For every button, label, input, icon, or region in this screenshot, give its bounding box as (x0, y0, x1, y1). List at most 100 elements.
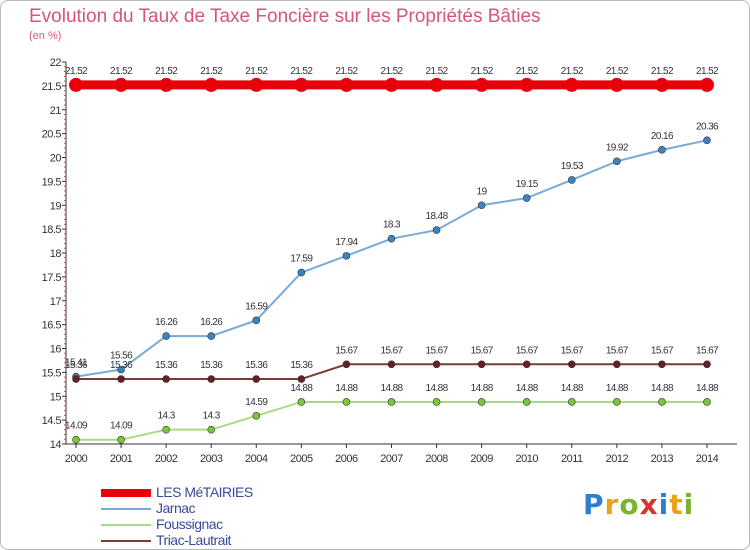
data-point (477, 201, 486, 210)
data-point (339, 77, 354, 92)
data-label: 14.88 (426, 383, 449, 394)
data-point (432, 360, 441, 369)
data-point (249, 77, 264, 92)
data-label: 19 (477, 186, 488, 197)
data-label: 14.88 (471, 383, 494, 394)
data-label: 15.36 (155, 360, 178, 371)
data-point (72, 375, 80, 383)
data-label: 21.52 (290, 66, 313, 77)
data-point (297, 375, 306, 383)
y-tick-label: 15 (50, 391, 62, 403)
data-point (658, 360, 666, 369)
legend-swatch-jarnac (101, 508, 151, 510)
legend-item-foussignac: Foussignac (101, 516, 301, 533)
data-label: 15.67 (696, 345, 719, 356)
data-point (432, 398, 441, 406)
data-label: 21.52 (65, 66, 88, 77)
data-point (207, 375, 216, 383)
y-tick-label: 18.5 (42, 224, 62, 236)
data-point (162, 375, 170, 383)
data-label: 21.52 (471, 66, 494, 77)
data-label: 19.15 (516, 179, 539, 190)
data-label: 14.09 (65, 421, 88, 432)
x-tick-label: 2001 (110, 453, 133, 465)
data-label: 15.36 (245, 360, 268, 371)
data-label: 21.52 (516, 66, 539, 77)
legend: LES MéTAIRIES Jarnac Foussignac Triac-La… (101, 484, 301, 549)
logo-letter: r (604, 488, 620, 521)
x-tick-label: 2004 (245, 453, 268, 465)
x-tick-label: 2006 (335, 453, 358, 465)
data-label: 15.67 (426, 345, 449, 356)
data-point (658, 398, 666, 406)
logo-letter: x (639, 488, 659, 521)
data-label: 17.59 (290, 254, 313, 265)
data-point (162, 332, 170, 340)
legend-label: Triac-Lautrait (156, 532, 231, 548)
data-label: 19.53 (561, 161, 584, 172)
legend-item-les-metairies: LES MéTAIRIES (101, 484, 301, 501)
legend-swatch-les-metairies (101, 489, 151, 497)
data-label: 15.36 (110, 360, 133, 371)
x-tick-label: 2002 (155, 453, 178, 465)
data-point (700, 77, 714, 92)
data-label: 14.88 (561, 383, 584, 394)
data-label: 20.36 (696, 121, 719, 132)
data-point (387, 398, 396, 406)
data-label: 15.36 (200, 360, 223, 371)
y-tick-label: 15.5 (42, 367, 62, 379)
data-point (522, 360, 531, 369)
data-point (297, 398, 306, 406)
data-point (117, 365, 125, 374)
legend-label: Foussignac (156, 516, 223, 532)
data-point (477, 360, 486, 369)
y-tick-label: 16 (50, 344, 62, 356)
data-label: 17.94 (335, 237, 358, 248)
data-point (567, 176, 576, 184)
data-label: 16.26 (155, 317, 178, 328)
x-tick-label: 2005 (290, 453, 313, 465)
y-tick-label: 14.5 (42, 415, 62, 427)
legend-swatch-triac-lautrait (101, 540, 151, 542)
data-label: 21.52 (606, 66, 629, 77)
data-point (613, 360, 621, 369)
legend-item-jarnac: Jarnac (101, 500, 301, 517)
proxiti-logo: Proxiti (583, 488, 694, 521)
data-label: 15.67 (561, 345, 584, 356)
y-tick-label: 17 (50, 296, 62, 308)
data-label: 21.52 (561, 66, 584, 77)
data-point (162, 425, 170, 434)
y-tick-label: 18 (50, 248, 62, 260)
data-label: 15.36 (290, 360, 313, 371)
logo-letter: i (658, 488, 670, 521)
data-point (429, 77, 444, 92)
data-point (252, 316, 261, 325)
x-tick-label: 2012 (606, 453, 629, 465)
data-point (387, 360, 396, 369)
y-tick-label: 19.5 (42, 176, 62, 188)
data-label: 14.88 (335, 383, 358, 394)
data-point (703, 360, 711, 369)
data-label: 14.88 (516, 383, 539, 394)
data-point (613, 157, 621, 166)
data-label: 21.52 (696, 66, 719, 77)
data-label: 14.09 (110, 421, 133, 432)
data-point (609, 77, 624, 92)
data-point (342, 398, 351, 406)
data-label: 15.41 (65, 358, 88, 369)
data-labels: 21.52 21.52 21.52 21.52 21.52 21.52 21.52 21.52… (65, 66, 720, 432)
data-label: 21.52 (651, 66, 674, 77)
legend-item-triac-lautrait: Triac-Lautrait (101, 532, 301, 549)
y-tick-label: 14 (50, 439, 62, 451)
logo-letter: o (619, 488, 640, 521)
data-label: 21.52 (155, 66, 178, 77)
data-label: 14.3 (158, 411, 176, 422)
data-label: 15.36 (65, 360, 88, 371)
data-label: 21.52 (426, 66, 449, 77)
x-tick-label: 2008 (425, 453, 448, 465)
data-point (432, 226, 441, 234)
y-tick-label: 20.5 (42, 129, 62, 141)
data-label: 15.67 (335, 345, 358, 356)
